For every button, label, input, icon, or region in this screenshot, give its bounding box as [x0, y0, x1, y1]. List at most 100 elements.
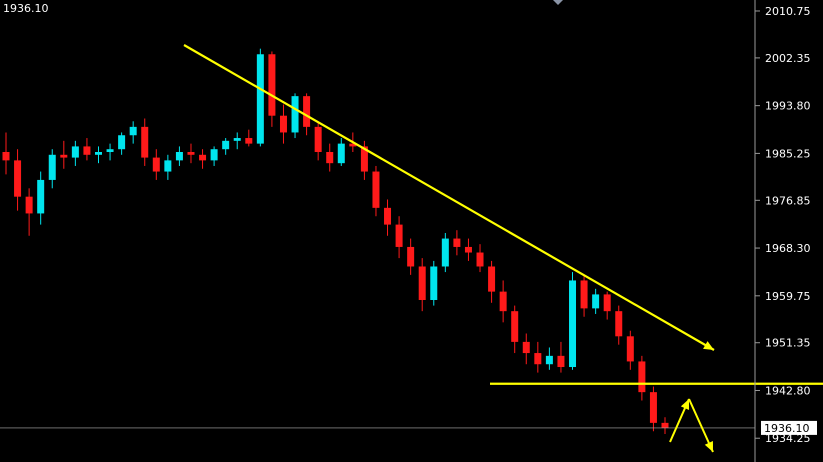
candle-body — [326, 152, 334, 164]
y-tick-label: 1951.35 — [765, 337, 811, 350]
candle — [141, 118, 149, 166]
y-tick-label: 1934.25 — [765, 432, 811, 445]
scroll-marker-icon[interactable] — [553, 0, 563, 5]
candle — [384, 199, 392, 236]
candle-body — [94, 152, 102, 155]
current-price-box: 1936.10 — [761, 420, 817, 435]
candle — [152, 149, 160, 180]
candle — [48, 149, 56, 189]
candle-body — [499, 291, 507, 312]
candle — [649, 386, 657, 432]
candle-body — [210, 149, 218, 161]
candle — [499, 280, 507, 323]
candle-body — [488, 266, 496, 292]
candle-body — [534, 353, 542, 365]
y-tick-label: 1985.25 — [765, 147, 811, 160]
candle-body — [569, 280, 577, 368]
candle — [106, 143, 114, 161]
candle — [187, 143, 195, 164]
descending-trendline[interactable] — [183, 44, 715, 351]
candle-body — [164, 160, 172, 172]
candle-body — [141, 126, 149, 158]
candle-body — [580, 280, 588, 309]
candle — [534, 341, 542, 373]
candle — [118, 132, 126, 155]
candle — [268, 51, 276, 127]
candle — [233, 132, 241, 150]
y-tick-label: 1942.80 — [765, 384, 811, 397]
candle — [256, 48, 264, 147]
candle-body — [649, 392, 657, 423]
candle — [430, 260, 438, 306]
candle — [222, 138, 230, 155]
current-price-box-bg — [761, 420, 817, 435]
candle — [360, 140, 368, 180]
candle — [164, 154, 172, 180]
candle — [488, 260, 496, 303]
candle — [407, 238, 415, 275]
candle-body — [384, 207, 392, 225]
candle-body — [557, 355, 565, 368]
candle — [279, 104, 287, 144]
trendlines-layer — [0, 44, 823, 453]
candle-body — [337, 143, 345, 164]
y-tick-label: 2002.35 — [765, 52, 811, 65]
candle — [71, 140, 79, 166]
candle-body — [511, 311, 519, 342]
candle — [557, 341, 565, 373]
candle-body — [2, 152, 10, 161]
candle-body — [638, 361, 646, 393]
candle-body — [592, 294, 600, 309]
candle — [569, 272, 577, 370]
current-price-box-label: 1936.10 — [764, 422, 810, 435]
candle — [94, 146, 102, 164]
candle-body — [222, 140, 230, 150]
candle-body — [175, 152, 183, 161]
price-axis[interactable]: 2010.75 2002.35 1993.80 1985.25 1976.85 1968.… — [755, 5, 817, 445]
candle-body — [522, 341, 530, 354]
candle-body — [291, 96, 299, 133]
candle — [60, 140, 68, 169]
candle-body — [129, 126, 137, 136]
candle — [291, 93, 299, 139]
candle — [453, 230, 461, 256]
candle-body — [245, 138, 253, 144]
candle-body — [464, 246, 472, 253]
candle-body — [407, 246, 415, 267]
candle — [83, 138, 91, 161]
candle — [326, 143, 334, 172]
arrow-down-icon — [704, 441, 713, 452]
candle-body — [106, 149, 114, 152]
candle-body — [199, 154, 207, 161]
candles-layer — [2, 48, 669, 435]
candle — [418, 258, 426, 312]
candle-body — [233, 138, 241, 141]
candle-body — [37, 179, 45, 214]
candle-body — [152, 157, 160, 172]
y-tick-label: 1959.75 — [765, 290, 811, 303]
candle — [314, 121, 322, 161]
current-price-label: 1936.10 — [3, 2, 49, 15]
candle — [511, 305, 519, 354]
candle — [476, 244, 484, 273]
candle — [441, 232, 449, 273]
y-tick-label: 1968.30 — [765, 242, 811, 255]
candle-body — [349, 143, 357, 147]
candle-body — [60, 154, 68, 158]
candle — [372, 165, 380, 217]
candle — [592, 288, 600, 314]
candle-body — [418, 266, 426, 300]
y-tick-label: 1976.85 — [765, 194, 811, 207]
candle — [661, 417, 669, 435]
y-tick-label: 2010.75 — [765, 5, 811, 18]
candle — [615, 305, 623, 345]
candle — [37, 171, 45, 225]
candle — [14, 149, 22, 211]
candle — [25, 188, 33, 236]
candle-body — [626, 336, 634, 362]
candle — [522, 333, 530, 365]
candle-body — [14, 160, 22, 197]
candle — [245, 129, 253, 147]
candle-body — [118, 135, 126, 150]
